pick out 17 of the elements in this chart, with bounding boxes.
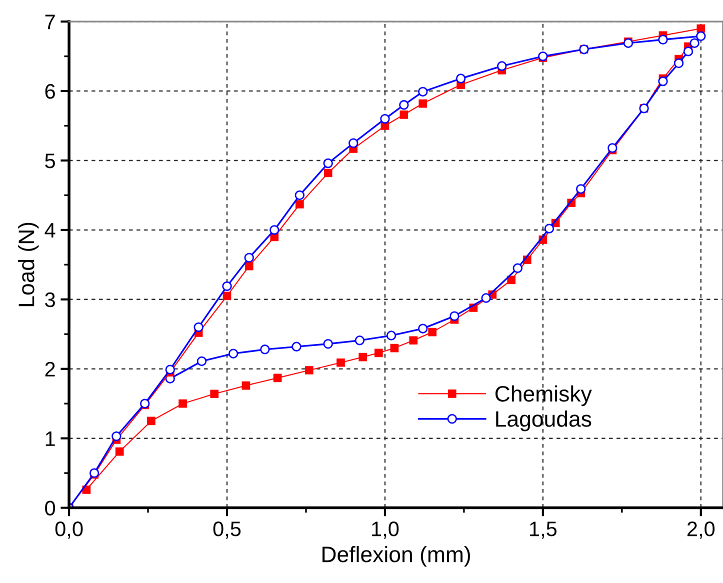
y-tick-label: 0 (45, 500, 56, 516)
x-tick-label: 2,0 (687, 522, 715, 539)
y-tick-label: 7 (45, 14, 55, 30)
y-axis-title: Load (N) (18, 222, 39, 306)
x-axis-title: Deflexion (mm) (322, 546, 470, 567)
x-tick-label: 1,5 (530, 522, 557, 539)
legend-label: Lagoudas (496, 410, 592, 432)
y-tick-label: 5 (45, 154, 55, 168)
y-tick-label: 3 (45, 292, 55, 308)
legend-label: Chemisky (495, 385, 592, 406)
y-tick-label: 1 (46, 432, 55, 446)
x-tick-label: 1,0 (372, 522, 399, 539)
y-tick-label: 2 (45, 362, 55, 376)
y-tick-label: 6 (45, 84, 55, 99)
x-tick-label: 0,0 (55, 522, 83, 539)
x-tick-label: 0,5 (213, 522, 241, 539)
y-tick-label: 4 (44, 223, 56, 238)
